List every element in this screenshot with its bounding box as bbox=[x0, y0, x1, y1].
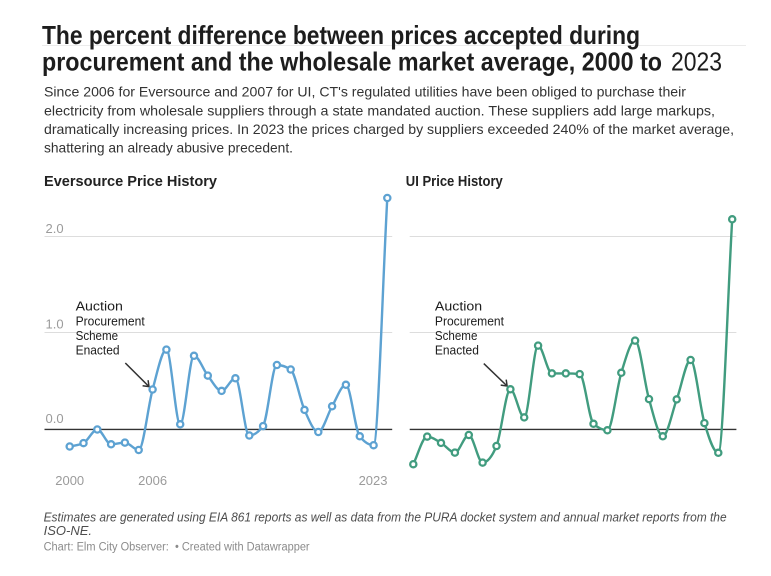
svg-text:Enacted: Enacted bbox=[76, 343, 120, 358]
svg-text:1.0: 1.0 bbox=[46, 316, 64, 331]
svg-text:Procurement: Procurement bbox=[435, 314, 504, 329]
svg-text:Procurement: Procurement bbox=[76, 314, 145, 329]
svg-text:Chart: Elm City Observer: • C: Chart: Elm City Observer: • Created with… bbox=[44, 541, 310, 553]
svg-text:Estimates are generated using: Estimates are generated using EIA 861 re… bbox=[44, 509, 727, 524]
svg-text:Eversource Price History: Eversource Price History bbox=[44, 173, 218, 190]
svg-text:Scheme: Scheme bbox=[76, 328, 119, 343]
svg-text:2000: 2000 bbox=[55, 473, 84, 488]
svg-text:2006: 2006 bbox=[138, 473, 167, 488]
svg-text:0.0: 0.0 bbox=[46, 411, 64, 426]
svg-text:shattering an already abusive: shattering an already abusive precedent. bbox=[44, 140, 293, 156]
svg-text:2023: 2023 bbox=[359, 473, 388, 488]
svg-text:2.0: 2.0 bbox=[46, 221, 64, 236]
svg-text:electricity from wholesale sup: electricity from wholesale suppliers thr… bbox=[44, 102, 715, 118]
svg-text:Scheme: Scheme bbox=[435, 328, 478, 343]
svg-text:UI Price History: UI Price History bbox=[406, 173, 504, 190]
svg-text:procurement and the wholesale: procurement and the wholesale market ave… bbox=[42, 47, 662, 77]
svg-text:ISO-NE.: ISO-NE. bbox=[44, 523, 92, 538]
svg-text:Since 2006 for Eversource and: Since 2006 for Eversource and 2007 for U… bbox=[44, 84, 686, 100]
svg-text:dramatically increasing prices: dramatically increasing prices. In 2023 … bbox=[44, 121, 734, 137]
svg-text:Auction: Auction bbox=[76, 299, 123, 314]
svg-text:Enacted: Enacted bbox=[435, 343, 479, 358]
svg-text:Auction: Auction bbox=[435, 299, 482, 314]
svg-text:2023: 2023 bbox=[671, 47, 722, 77]
svg-text:The percent difference between: The percent difference between prices ac… bbox=[42, 20, 640, 50]
